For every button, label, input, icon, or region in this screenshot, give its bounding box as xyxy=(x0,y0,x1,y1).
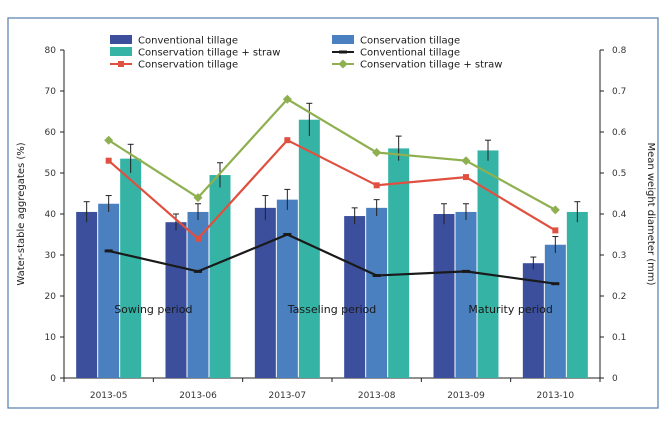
x-tick-label: 2013-10 xyxy=(537,391,575,401)
bar xyxy=(455,211,477,378)
y-left-tick-label: 10 xyxy=(45,333,57,343)
line-point xyxy=(463,174,469,181)
line-point xyxy=(372,274,381,277)
line-point xyxy=(551,282,560,286)
y-left-tick-label: 60 xyxy=(45,128,57,138)
y-right-tick-label: 0.2 xyxy=(612,292,626,302)
bar xyxy=(187,211,209,378)
legend-label: Conservation tillage + straw xyxy=(138,48,280,59)
line-point xyxy=(118,61,124,67)
legend-label: Conventional tillage xyxy=(360,48,460,59)
legend-label: Conservation tillage xyxy=(360,36,460,47)
x-tick-label: 2013-07 xyxy=(269,391,307,401)
line-point xyxy=(550,205,560,215)
line-point xyxy=(283,233,292,236)
bar xyxy=(388,148,410,378)
series-line xyxy=(107,138,556,241)
bar xyxy=(98,203,120,378)
legend-swatch xyxy=(110,47,132,56)
bar xyxy=(522,263,544,378)
line-point xyxy=(552,227,559,234)
bar xyxy=(209,175,231,378)
legend: Conventional tillage Conservation tillage… xyxy=(110,35,502,71)
line-point xyxy=(104,249,113,253)
line-point xyxy=(284,137,291,144)
y-left-tick-label: 80 xyxy=(45,46,57,56)
axes-group: 0 10 20 30 40 50 60 70 80 0 0.1 0.2 0.3 0.4 0.5 0.6 0.7 0… xyxy=(16,46,656,401)
bar xyxy=(366,207,388,378)
line-point xyxy=(462,269,470,273)
y-right-tick-label: 0.4 xyxy=(612,210,627,220)
bar xyxy=(298,119,320,378)
labels-group: Sowing period Tasseling period Maturity pe… xyxy=(114,303,553,316)
y-axis-label: Water-stable aggregates (%) xyxy=(16,142,27,285)
bar xyxy=(477,150,499,378)
y-right-tick-label: 0.8 xyxy=(612,46,627,56)
line-point xyxy=(461,156,471,166)
legend-label: Conservation tillage + straw xyxy=(360,60,502,71)
line-point xyxy=(105,157,112,164)
bar xyxy=(566,211,588,378)
legend-swatch xyxy=(110,35,132,44)
line-point xyxy=(339,50,347,54)
y-right-tick-label: 0.7 xyxy=(612,87,626,97)
line-point xyxy=(195,235,201,242)
bar xyxy=(165,222,187,378)
period-annotation: Tasseling period xyxy=(287,303,376,316)
series-line xyxy=(108,233,556,285)
bar xyxy=(76,211,98,378)
y-right-tick-label: 0.6 xyxy=(612,128,627,138)
y-right-tick-label: 0.3 xyxy=(612,251,626,261)
y-left-tick-label: 70 xyxy=(45,87,57,97)
y-left-tick-label: 20 xyxy=(45,292,57,302)
bar xyxy=(120,158,142,378)
y-right-tick-label: 0.1 xyxy=(612,333,626,343)
line-point xyxy=(104,135,114,145)
lines-group xyxy=(104,94,560,286)
period-annotation: Sowing period xyxy=(114,303,192,316)
x-tick-label: 2013-05 xyxy=(90,391,128,401)
series-line xyxy=(108,97,556,211)
y-left-tick-label: 40 xyxy=(45,210,57,220)
y2-axis-label: Mean weight diameter (mm) xyxy=(645,142,656,285)
line-point xyxy=(282,94,292,104)
x-tick-label: 2013-08 xyxy=(358,391,396,401)
y-right-tick-label: 0.5 xyxy=(612,169,626,179)
chart-border xyxy=(7,17,659,409)
line-point xyxy=(372,148,382,157)
period-annotation: Maturity period xyxy=(468,303,552,316)
legend-label: Conventional tillage xyxy=(138,36,238,47)
x-tick-label: 2013-09 xyxy=(447,391,485,401)
line-point xyxy=(338,59,348,69)
bar xyxy=(344,216,366,378)
y-right-tick-label: 0 xyxy=(612,374,618,384)
legend-swatch xyxy=(332,35,354,44)
bar xyxy=(433,214,455,378)
bar xyxy=(544,244,566,378)
bars-group xyxy=(76,102,588,378)
x-tick-label: 2013-06 xyxy=(179,391,217,401)
bar xyxy=(276,199,298,378)
line-point xyxy=(193,193,203,203)
legend-label: Conservation tillage xyxy=(138,60,238,71)
y-left-tick-label: 0 xyxy=(50,374,56,384)
bar xyxy=(254,207,276,378)
y-left-tick-label: 30 xyxy=(45,251,57,261)
line-point xyxy=(373,182,380,189)
line-point xyxy=(194,269,202,273)
y-left-tick-label: 50 xyxy=(45,169,57,179)
